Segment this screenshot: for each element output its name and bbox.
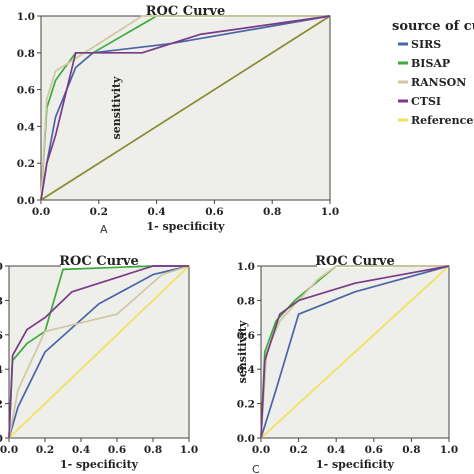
series-line-ctsi [260,265,450,439]
series-line-reference-l [8,265,190,439]
legend-label: BISAP [411,57,450,70]
y-tick-label: 0.2 [0,399,3,411]
y-tick-label: 1.0 [17,11,35,23]
panel-letter: A [100,223,108,236]
x-tick-label: 1.0 [321,206,339,218]
series-line-ctsi [8,265,189,439]
series-line-ranson [8,265,190,439]
panel-letter: C [252,463,260,474]
y-tick-label: 0.2 [17,158,35,170]
legend-label: CTSI [411,95,441,108]
roc-panel-3: ROC Curve0.00.00.20.20.40.40.60.60.80.81… [236,254,458,474]
x-axis-label: 1- specificity [316,458,395,471]
x-tick-label: 0.6 [205,206,223,218]
y-tick-label: 0.4 [17,121,35,133]
y-tick-label: 0.8 [17,48,35,60]
roc-panel-1: ROC Curve0.00.00.20.20.40.40.60.60.80.81… [17,4,339,236]
y-axis-label: sensitivity [236,320,249,383]
legend-label: RANSON [411,76,466,89]
y-tick-label: 0.8 [0,295,3,307]
x-tick-label: 0.2 [90,206,108,218]
x-tick-label: 1.0 [180,444,198,456]
series-line-sirs [8,265,190,439]
chart-title: ROC Curve [59,254,138,269]
x-tick-label: 1.0 [440,444,458,456]
x-tick-label: 0.0 [252,444,270,456]
title-backdrop [317,254,393,268]
y-tick-label: 0.8 [237,295,255,307]
x-tick-label: 0.4 [72,444,90,456]
x-tick-label: 0.0 [32,206,50,218]
y-tick-label: 0.2 [237,399,255,411]
x-tick-label: 0.4 [147,206,165,218]
title-backdrop [147,4,224,18]
y-tick-label: 0.4 [237,364,255,376]
x-tick-label: 0.8 [144,444,162,456]
y-tick-label: 0.0 [237,433,255,445]
y-tick-label: 0.0 [0,433,3,445]
title-backdrop [61,254,137,268]
x-tick-label: 0.2 [289,444,307,456]
y-tick-label: 0.4 [0,364,3,376]
y-tick-label: 1.0 [0,261,3,273]
series-line-reference-l [260,265,450,439]
y-tick-label: 0.6 [17,85,35,97]
y-tick-label: 1.0 [237,261,255,273]
x-tick-label: 0.8 [263,206,281,218]
x-tick-label: 0.2 [36,444,54,456]
x-tick-label: 0.6 [365,444,383,456]
series-line-sirs [260,265,450,439]
y-tick-label: 0.6 [0,330,3,342]
legend-label: Reference l [411,114,474,127]
series-line-ctsi [40,15,331,201]
roc-panel-2: ROC Curve 0.00.0 0.2 0.2 0.4 0.4 0.6 0.6 0.8 0.8 1… [0,254,198,471]
y-axis-label: sensitivity [110,76,123,139]
x-tick-label: 0.4 [327,444,345,456]
series-line-reference-l [40,15,331,201]
series-line-ranson [40,15,330,201]
legend-title: source of cu [392,19,474,34]
legend-label: SIRS [411,38,441,51]
legend: source of cu SIRS BISAP RANSON CTSI Reference… [392,19,474,127]
y-tick-label: 0.6 [237,330,255,342]
x-tick-label: 0.8 [402,444,420,456]
x-tick-label: 0.0 [0,444,18,456]
x-axis-label: 1- specificity [60,458,139,471]
x-tick-label: 0.6 [108,444,126,456]
y-tick-label: 0.0 [17,195,35,207]
x-axis-label: 1- specificity [146,220,225,233]
